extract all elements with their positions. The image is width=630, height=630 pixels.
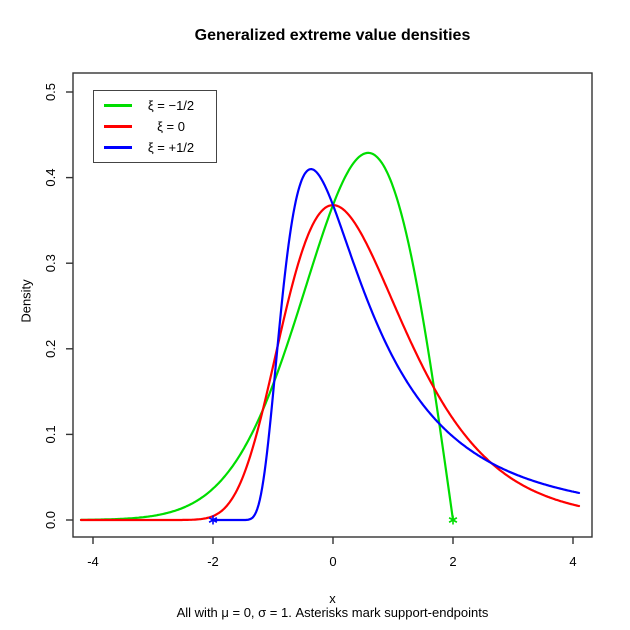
asterisk-ray xyxy=(208,517,218,523)
legend-item-xi-zero: ξ = 0 xyxy=(102,116,210,137)
legend-item-xi-pos-half: ξ = +1/2 xyxy=(102,137,210,158)
legend-line-swatch xyxy=(104,104,132,107)
x-axis-label: x xyxy=(329,591,336,606)
y-tick-label: 0.5 xyxy=(43,83,58,101)
chart-title: Generalized extreme value densities xyxy=(194,27,471,44)
y-tick-label: 0.1 xyxy=(43,425,58,443)
legend-rows: ξ = −1/2 ξ = 0 ξ = +1/2 xyxy=(102,95,210,158)
legend-line-swatch xyxy=(104,125,132,128)
curve-xi-neg-half xyxy=(79,151,455,522)
x-tick-label: 0 xyxy=(329,554,336,569)
x-tick-label: 4 xyxy=(569,554,576,569)
y-tick-label: 0.2 xyxy=(43,340,58,358)
y-tick-label: 0.0 xyxy=(43,511,58,529)
caption: All with μ = 0, σ = 1. Asterisks mark su… xyxy=(176,605,489,620)
legend-item-xi-neg-half: ξ = −1/2 xyxy=(102,95,210,116)
legend: ξ = −1/2 ξ = 0 ξ = +1/2 xyxy=(93,90,217,163)
support-endpoint-marker xyxy=(448,515,458,525)
legend-label: ξ = +1/2 xyxy=(147,140,195,155)
curve-xi-pos-half xyxy=(211,168,581,522)
x-tick-label: -2 xyxy=(207,554,219,569)
curve-xi-zero xyxy=(79,204,581,522)
y-tick-label: 0.3 xyxy=(43,254,58,272)
x-tick-label: 2 xyxy=(449,554,456,569)
y-tick-label: 0.4 xyxy=(43,169,58,187)
support-endpoint-marker xyxy=(208,515,218,525)
legend-line-swatch xyxy=(104,146,132,149)
x-tick-label: -4 xyxy=(87,554,99,569)
asterisk-ray xyxy=(448,517,458,523)
legend-label: ξ = 0 xyxy=(157,119,185,134)
legend-label: ξ = −1/2 xyxy=(147,98,195,113)
